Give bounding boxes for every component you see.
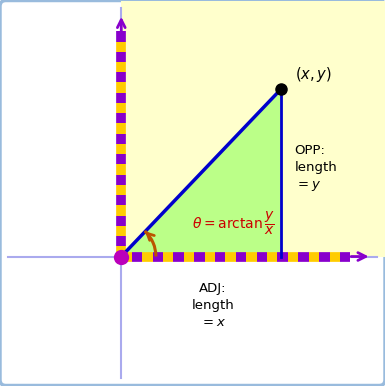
Text: ADJ:
length
$= x$: ADJ: length $= x$ (191, 281, 234, 328)
Text: $(x, y)$: $(x, y)$ (295, 66, 331, 85)
Polygon shape (121, 89, 281, 257)
Text: OPP:
length
$= y$: OPP: length $= y$ (295, 144, 337, 193)
Bar (121, 0, 385, 257)
Text: $\theta = \arctan\dfrac{y}{x}$: $\theta = \arctan\dfrac{y}{x}$ (192, 210, 275, 237)
